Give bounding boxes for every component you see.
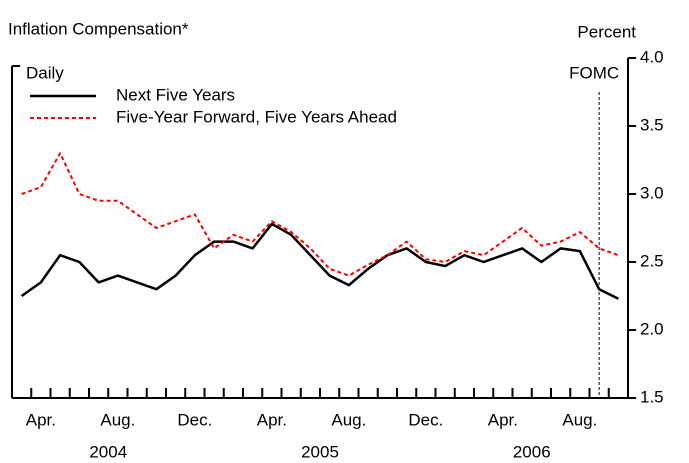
y-tick-label: 4.0 — [640, 47, 664, 66]
y-tick-label: 1.5 — [640, 387, 664, 406]
y-tick-label: 3.5 — [640, 115, 664, 134]
y-tick-label: 2.0 — [640, 319, 664, 338]
legend-label: Five-Year Forward, Five Years Ahead — [116, 107, 397, 126]
year-label: 2005 — [301, 442, 339, 461]
x-tick-label: Dec. — [408, 410, 443, 429]
series-line — [21, 152, 619, 277]
x-tick-label: Dec. — [177, 410, 212, 429]
x-tick-label: Apr. — [488, 410, 518, 429]
legend-title: Daily — [26, 63, 64, 82]
x-tick-label: Aug. — [562, 410, 597, 429]
legend-label: Next Five Years — [116, 85, 235, 104]
annotation-label: FOMC — [569, 63, 619, 82]
x-tick-label: Aug. — [100, 410, 135, 429]
y-axis-label: Percent — [577, 22, 636, 41]
year-label: 2006 — [513, 442, 551, 461]
y-tick-label: 3.0 — [640, 183, 664, 202]
x-tick-label: Apr. — [257, 410, 287, 429]
y-tick-label: 2.5 — [640, 251, 664, 270]
x-tick-label: Aug. — [331, 410, 366, 429]
year-label: 2004 — [89, 442, 127, 461]
chart-title: Inflation Compensation* — [8, 19, 189, 38]
series-line — [20, 222, 619, 300]
x-tick-label: Apr. — [26, 410, 56, 429]
